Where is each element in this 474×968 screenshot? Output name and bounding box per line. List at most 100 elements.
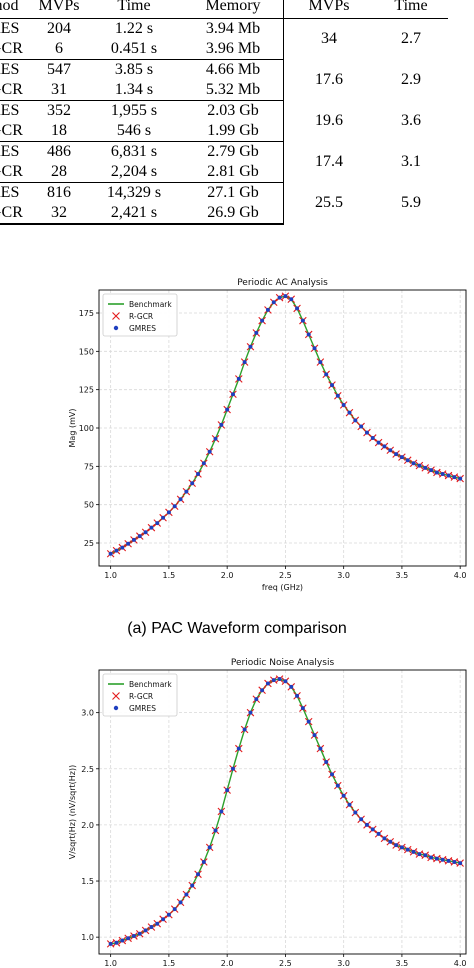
gmres-marker	[108, 551, 113, 556]
cell-method: GCR	[0, 162, 33, 183]
gmres-marker	[370, 827, 375, 832]
y-tick-label: 1.5	[81, 877, 94, 886]
cell-time: 1,955 s	[110, 102, 158, 119]
gmres-marker	[429, 855, 434, 860]
y-tick-label: 150	[79, 347, 94, 356]
x-tick-label: 2.5	[279, 959, 292, 968]
cell-memory: 2.79 Gb	[207, 143, 259, 160]
cell-mvps: 28	[33, 162, 85, 183]
gmres-marker	[213, 828, 218, 833]
gmres-marker	[166, 510, 171, 515]
gmres-marker	[347, 802, 352, 807]
gmres-marker	[143, 928, 148, 933]
cell-time-ratio: 3.6	[401, 112, 421, 129]
gmres-marker	[219, 809, 224, 814]
cell-memory: 27.1 Gb	[207, 184, 259, 201]
gmres-marker	[440, 857, 445, 862]
gmres-marker	[201, 461, 206, 466]
gmres-marker	[353, 418, 358, 423]
cell-method: RES	[0, 184, 20, 201]
gmres-marker	[230, 392, 235, 397]
cell-time: 3.85 s	[114, 61, 154, 78]
gmres-marker	[190, 883, 195, 888]
gmres-marker	[446, 473, 451, 478]
cell-time: 14,329 s	[106, 184, 162, 201]
y-tick-label: 3.0	[81, 709, 94, 718]
gmres-marker	[271, 678, 276, 683]
header-time-ratio: Time	[374, 0, 448, 19]
gmres-marker	[289, 684, 294, 689]
gmres-marker	[300, 318, 305, 323]
gmres-marker	[446, 858, 451, 863]
cell-mvps: 816	[47, 184, 71, 201]
gmres-marker	[318, 746, 323, 751]
gmres-marker	[225, 788, 230, 793]
table-row: RES 816 14,329 s 27.1 Gb 25.5 5.9	[0, 182, 448, 224]
gmres-marker	[399, 845, 404, 850]
gmres-marker	[341, 793, 346, 798]
y-axis-label: V/sqrt(Hz) (nV/sqrt(Hz))	[68, 765, 77, 859]
legend-rgcr-swatch	[112, 312, 120, 320]
cell-time-ratio: 2.9	[401, 71, 421, 88]
gmres-marker	[184, 892, 189, 897]
gmres-marker	[295, 693, 300, 698]
gmres-marker	[324, 372, 329, 377]
gmres-marker	[120, 545, 125, 550]
gmres-marker	[114, 940, 119, 945]
legend-label: Benchmark	[129, 300, 172, 309]
gmres-marker	[260, 318, 265, 323]
gmres-marker	[265, 681, 270, 686]
gmres-marker	[330, 772, 335, 777]
gmres-marker	[201, 859, 206, 864]
gmres-marker	[394, 843, 399, 848]
cell-time: 1.22 s	[114, 20, 154, 37]
cell-mvps-ratio: 25.5	[283, 182, 374, 224]
gmres-marker	[306, 332, 311, 337]
cell-mvps: 6	[33, 39, 85, 60]
gmres-marker	[312, 346, 317, 351]
cell-method: GCR	[0, 203, 33, 225]
cell-memory: 3.96 Mb	[183, 39, 284, 60]
x-axis-label: freq (GHz)	[262, 583, 303, 592]
gmres-marker	[277, 676, 282, 681]
gmres-marker	[364, 430, 369, 435]
gmres-marker	[230, 766, 235, 771]
gmres-marker	[149, 925, 154, 930]
gmres-marker	[236, 376, 241, 381]
gmres-marker	[131, 934, 136, 939]
cell-method: GCR	[0, 121, 33, 142]
table-row: GCR322,421 s26.9 Gb	[0, 203, 448, 225]
gmres-marker	[166, 912, 171, 917]
gmres-marker	[364, 822, 369, 827]
cell-method: RES	[0, 20, 20, 37]
cell-time: 0.451 s	[85, 39, 183, 60]
cell-mvps: 32	[33, 203, 85, 225]
gmres-marker	[236, 746, 241, 751]
cell-mvps: 204	[47, 20, 71, 37]
gmres-marker	[429, 468, 434, 473]
gmres-marker	[277, 295, 282, 300]
header-time: Time	[85, 0, 183, 19]
y-tick-label: 50	[84, 501, 94, 510]
y-tick-label: 1.0	[81, 933, 94, 942]
gmres-marker	[318, 360, 323, 365]
y-tick-label: 2.5	[81, 765, 94, 774]
gmres-marker	[312, 733, 317, 738]
gmres-marker	[149, 525, 154, 530]
table-row: GCR282,204 s2.81 Gb	[0, 162, 448, 183]
x-tick-label: 3.5	[396, 571, 409, 580]
gmres-marker	[405, 458, 410, 463]
cell-method: GCR	[0, 39, 33, 60]
gmres-marker	[161, 515, 166, 520]
header-method: thod	[0, 0, 33, 19]
table-row: RES 352 1,955 s 2.03 Gb 19.6 3.6	[0, 100, 448, 142]
cell-method: RES	[0, 61, 20, 78]
x-tick-label: 3.0	[337, 959, 350, 968]
cell-memory: 4.66 Mb	[205, 61, 261, 78]
cell-memory: 2.81 Gb	[183, 162, 284, 183]
gmres-marker	[388, 448, 393, 453]
cell-memory: 1.99 Gb	[183, 121, 284, 142]
gmres-marker	[423, 465, 428, 470]
gmres-marker	[242, 727, 247, 732]
